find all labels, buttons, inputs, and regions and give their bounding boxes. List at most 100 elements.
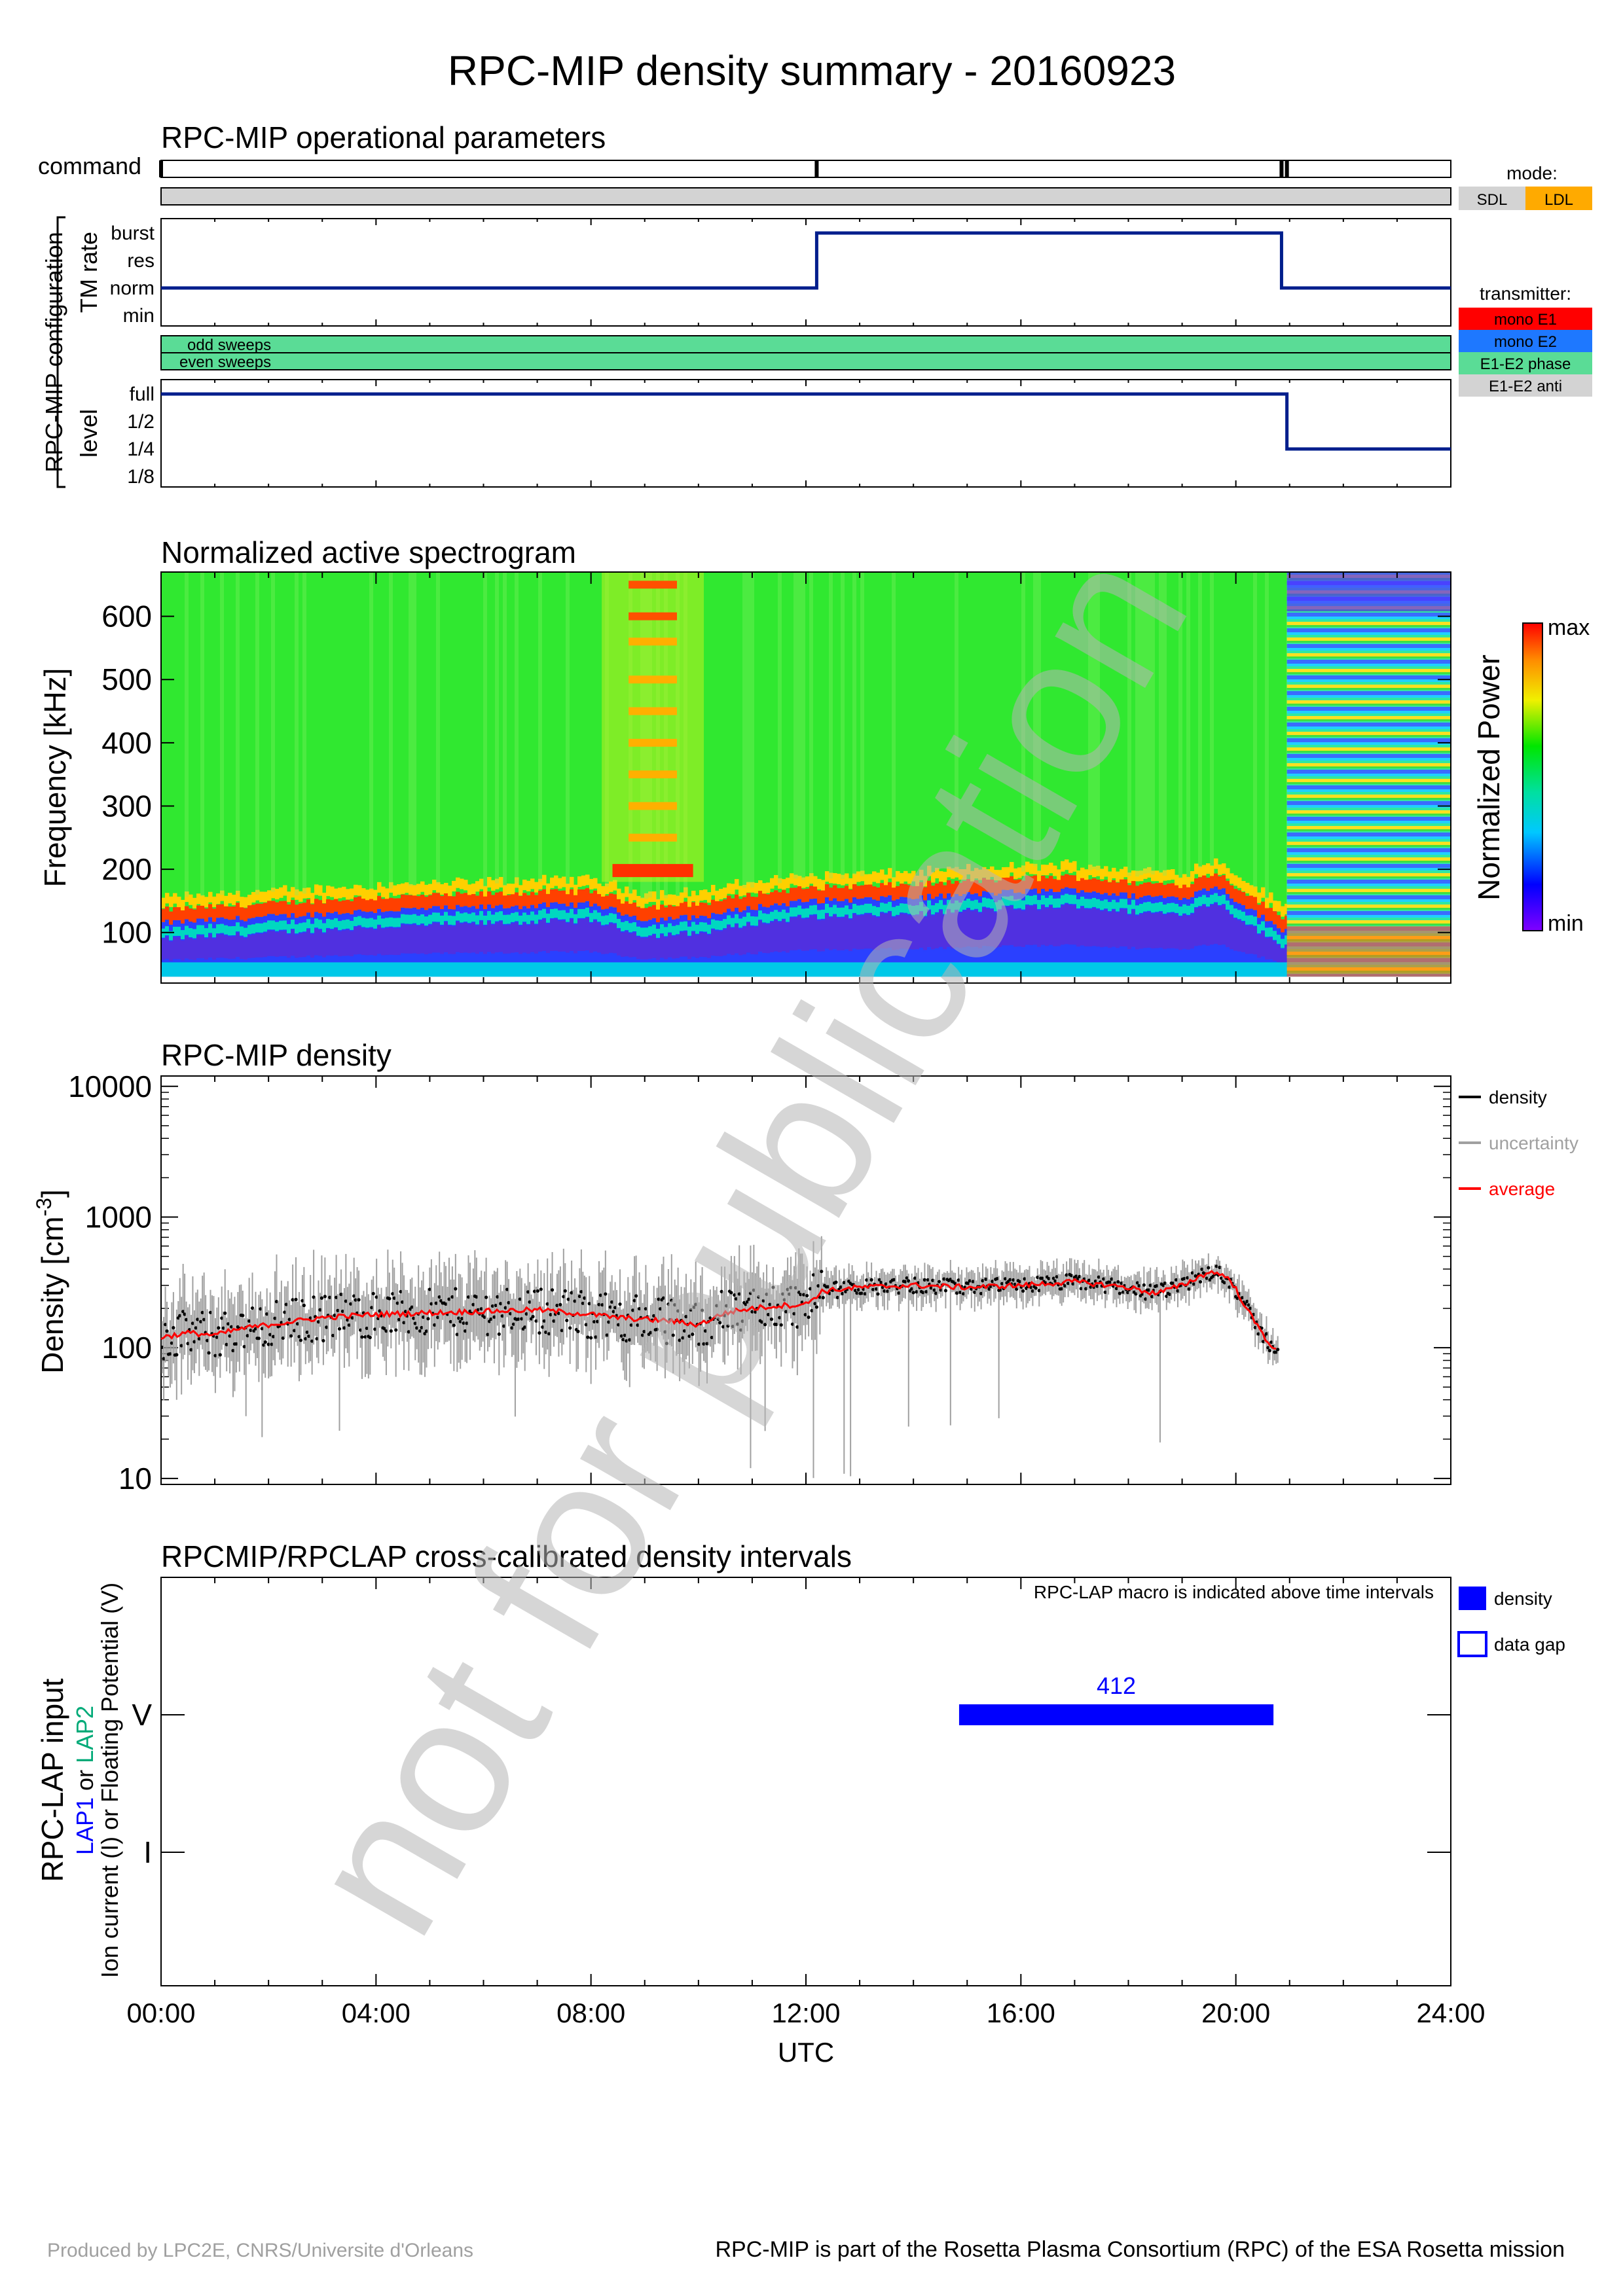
- spec-plasma-line: [287, 904, 291, 918]
- density-point: [510, 1326, 514, 1330]
- density-point: [689, 1308, 693, 1312]
- density-point: [460, 1317, 464, 1321]
- spec-plasma-line: [189, 908, 193, 922]
- spec-plasma-line: [1096, 879, 1101, 893]
- spec-plasma-halo: [232, 894, 236, 905]
- spec-plasma-halo: [550, 877, 555, 888]
- spec-low-purple: [609, 924, 613, 953]
- spec-texture: [1088, 572, 1092, 870]
- spec-low-cyan: [574, 962, 578, 977]
- spec-low-purple: [204, 939, 209, 960]
- density-point: [531, 1315, 535, 1319]
- density-point: [814, 1305, 819, 1309]
- density-point: [297, 1335, 301, 1338]
- spec-low-cyan: [884, 962, 888, 977]
- density-point: [1176, 1289, 1180, 1293]
- density-point: [1207, 1266, 1211, 1270]
- spec-low-cyan: [754, 962, 759, 977]
- density-point: [325, 1325, 329, 1329]
- spec-transition: [534, 914, 539, 924]
- spec-low-purple: [762, 924, 767, 953]
- spec-plasma-line: [793, 888, 798, 901]
- spec-low-cyan: [346, 962, 350, 977]
- spec-low-purple: [550, 919, 555, 952]
- spec-plasma-halo: [251, 891, 256, 903]
- spec-plasma-halo: [173, 893, 177, 904]
- density-point: [605, 1333, 609, 1337]
- spec-texture: [1198, 572, 1202, 869]
- density-point: [884, 1282, 888, 1286]
- spec-plasma-line: [558, 890, 562, 904]
- density-ytick-label-1: 100: [101, 1331, 152, 1365]
- spec-transition: [542, 908, 547, 918]
- density-point: [863, 1292, 867, 1296]
- spec-plasma-halo: [978, 869, 983, 880]
- density-point: [1013, 1282, 1017, 1286]
- spec-plasma-line: [821, 889, 826, 903]
- density-point: [1198, 1280, 1203, 1284]
- spec-plasma-line: [444, 892, 448, 906]
- density-point: [340, 1309, 345, 1314]
- spec-transition: [185, 925, 189, 935]
- spec-plasma-halo: [943, 871, 947, 882]
- mode-track: [160, 187, 1451, 206]
- spec-plasma-line: [1233, 889, 1238, 903]
- spec-low-purple: [295, 935, 299, 958]
- spec-texture: [1037, 572, 1041, 872]
- spec-low-purple: [1072, 905, 1077, 945]
- spec-plasma-line: [778, 892, 782, 906]
- spec-plasma-halo: [758, 880, 763, 891]
- spec-low-cyan: [456, 962, 460, 977]
- spec-low-purple: [699, 932, 704, 957]
- spec-low-purple: [884, 914, 888, 949]
- density-point: [534, 1319, 538, 1323]
- spec-plasma-line: [550, 889, 555, 903]
- spec-plasma-line: [892, 887, 896, 901]
- density-point: [1253, 1325, 1257, 1329]
- spec-transition: [530, 911, 535, 921]
- density-point: [517, 1317, 520, 1321]
- spec-plasma-halo: [534, 882, 539, 893]
- spec-plasma-halo: [389, 882, 393, 893]
- density-point: [196, 1318, 200, 1321]
- spec-plasma-halo: [1053, 865, 1057, 876]
- density-y-label-text: Density [cm: [35, 1216, 69, 1373]
- spec-plasma-line: [585, 888, 590, 901]
- density-point: [175, 1353, 179, 1357]
- density-point: [595, 1319, 600, 1323]
- density-point: [926, 1278, 930, 1282]
- density-point: [479, 1307, 483, 1311]
- spec-texture: [1092, 572, 1096, 869]
- spec-low-cyan: [774, 962, 778, 977]
- spec-low-cyan: [1017, 962, 1022, 977]
- spec-texture: [220, 572, 224, 895]
- spec-low-cyan: [1013, 962, 1018, 977]
- spec-plasma-halo: [750, 882, 755, 893]
- spec-plasma-line: [1190, 884, 1195, 897]
- spec-transition: [864, 903, 869, 913]
- spec-low-cyan: [872, 962, 877, 977]
- spec-plasma-halo: [334, 888, 338, 899]
- spec-low-purple: [479, 921, 484, 952]
- spec-low-cyan: [302, 962, 307, 977]
- spec-plasma-halo: [927, 865, 932, 876]
- density-point: [221, 1326, 225, 1330]
- density-point: [934, 1291, 938, 1295]
- spec-plasma-line: [1139, 884, 1144, 897]
- spec-transition: [1002, 896, 1006, 906]
- spec-plasma-halo: [412, 885, 417, 896]
- spec-transition: [1253, 916, 1258, 926]
- density-point: [733, 1293, 737, 1297]
- density-point: [454, 1287, 458, 1291]
- spectrogram-banded-low: [1286, 926, 1451, 977]
- spec-low-purple: [334, 928, 338, 956]
- spec-plasma-line: [1194, 878, 1199, 892]
- density-point: [570, 1291, 574, 1295]
- spec-transition: [955, 900, 959, 910]
- spec-low-cyan: [499, 962, 503, 977]
- spec-plasma-line: [691, 902, 696, 916]
- spec-low-cyan: [554, 962, 558, 977]
- spec-low-purple: [589, 923, 594, 953]
- mode-ldl-label: LDL: [1544, 191, 1573, 209]
- density-point: [1163, 1281, 1167, 1285]
